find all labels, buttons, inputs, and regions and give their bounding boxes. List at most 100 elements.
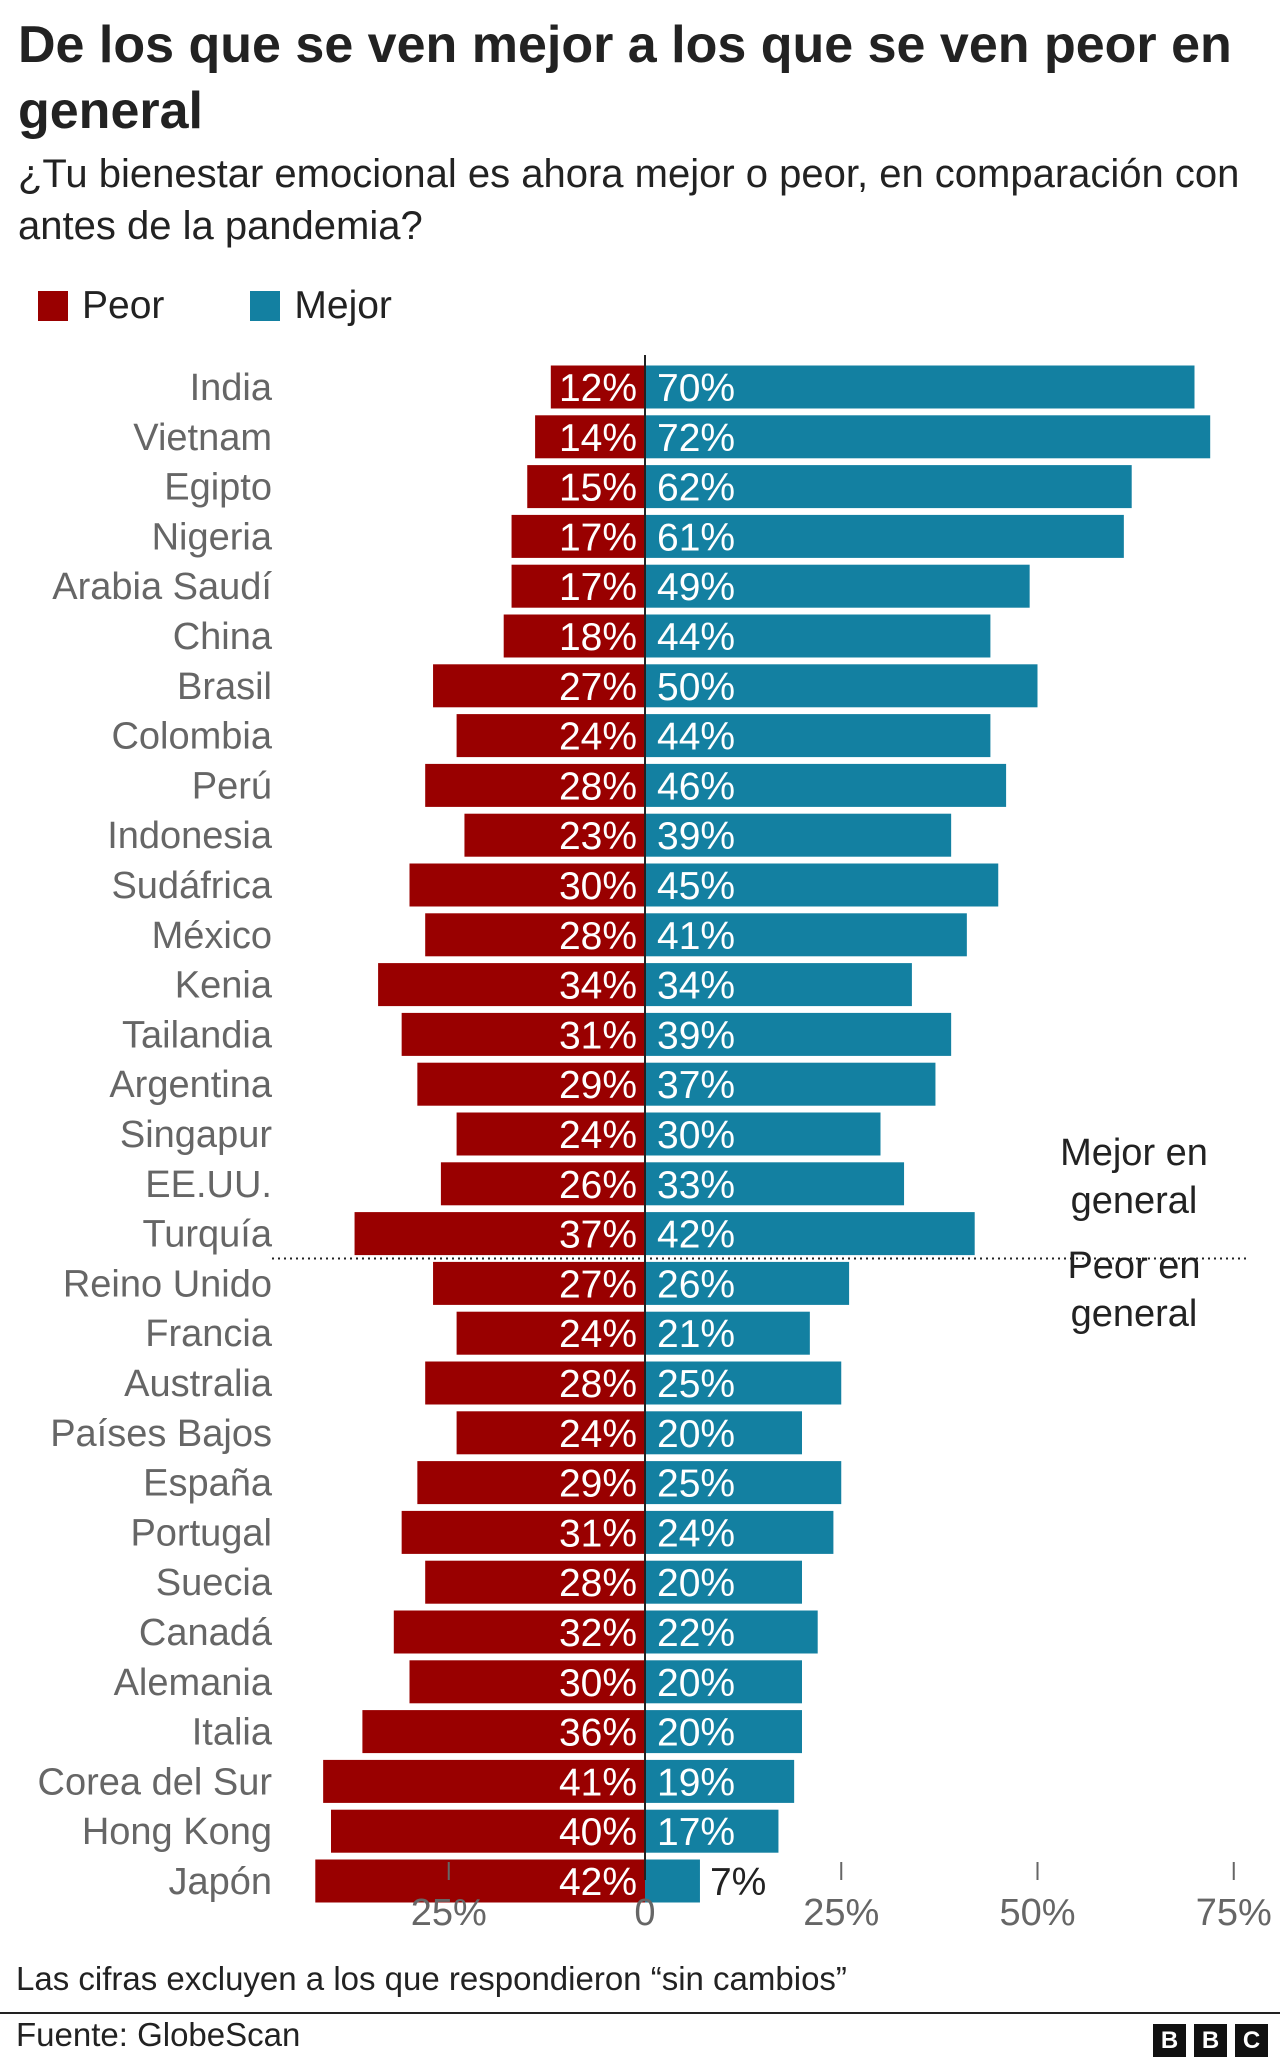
- data-label-mejor: 49%: [657, 566, 735, 609]
- bar-mejor: [645, 1859, 700, 1903]
- bar-peor: [409, 1660, 645, 1704]
- category-label: Alemania: [114, 1662, 273, 1704]
- bar-mejor: [645, 1710, 802, 1754]
- data-label-peor: 29%: [559, 1463, 637, 1506]
- category-label: Brasil: [177, 666, 272, 708]
- category-label: Hong Kong: [82, 1811, 272, 1853]
- data-label-mejor: 20%: [657, 1662, 735, 1705]
- x-tick-label: 0: [634, 1892, 655, 1934]
- bar-peor: [409, 863, 645, 907]
- legend-label-peor: Peor: [82, 284, 165, 327]
- data-label-peor: 27%: [559, 666, 637, 709]
- bar-mejor: [645, 365, 1195, 409]
- bar-mejor: [645, 1560, 802, 1604]
- bar-peor: [503, 614, 645, 658]
- bar-peor: [527, 465, 645, 509]
- data-label-mejor: 61%: [657, 516, 735, 559]
- bar-peor: [401, 1012, 645, 1056]
- data-label-peor: 30%: [559, 865, 637, 908]
- category-label: Australia: [124, 1363, 273, 1405]
- category-label: Tailandia: [122, 1014, 273, 1056]
- bar-mejor: [645, 1212, 975, 1256]
- bar-peor: [417, 1062, 645, 1106]
- bar-peor: [511, 564, 645, 608]
- category-label: Argentina: [109, 1064, 273, 1106]
- bar-mejor: [645, 1261, 850, 1305]
- bar-mejor: [645, 1411, 802, 1455]
- data-label-peor: 42%: [559, 1861, 637, 1904]
- bar-peor: [417, 1461, 645, 1505]
- category-label: Italia: [192, 1712, 273, 1754]
- bar-peor: [456, 1411, 645, 1455]
- data-label-mejor: 33%: [657, 1164, 735, 1207]
- bar-mejor: [645, 1759, 795, 1803]
- category-label: Nigeria: [152, 516, 273, 558]
- category-label: Singapur: [120, 1114, 272, 1156]
- bar-mejor: [645, 1510, 834, 1554]
- category-label: Suecia: [156, 1562, 273, 1604]
- x-tick-label: 25%: [803, 1892, 879, 1934]
- data-label-mejor: 25%: [657, 1363, 735, 1406]
- data-label-mejor: 46%: [657, 765, 735, 808]
- data-label-mejor: 39%: [657, 815, 735, 858]
- data-label-mejor: 44%: [657, 716, 735, 759]
- chart-note: Las cifras excluyen a los que respondier…: [16, 1960, 847, 1997]
- bar-peor: [440, 1162, 645, 1206]
- category-label: China: [173, 616, 273, 658]
- x-tick-label: 75%: [1196, 1892, 1272, 1934]
- data-label-peor: 26%: [559, 1164, 637, 1207]
- bar-peor: [425, 1361, 645, 1405]
- data-label-mejor: 34%: [657, 965, 735, 1008]
- data-label-peor: 17%: [559, 566, 637, 609]
- bar-mejor: [645, 1809, 779, 1853]
- bar-mejor: [645, 614, 991, 658]
- category-label: Arabia Saudí: [52, 566, 272, 608]
- bar-peor: [362, 1710, 645, 1754]
- data-label-peor: 28%: [559, 1562, 637, 1605]
- annotation-peor-en-general: general: [1071, 1293, 1198, 1335]
- footer-divider: [0, 2012, 1280, 2014]
- bar-mejor: [645, 1361, 842, 1405]
- annotation-mejor-en-general: general: [1071, 1180, 1198, 1222]
- data-label-peor: 40%: [559, 1811, 637, 1854]
- category-label: España: [143, 1463, 273, 1505]
- bar-mejor: [645, 1062, 936, 1106]
- data-label-peor: 28%: [559, 915, 637, 958]
- data-label-peor: 24%: [559, 1114, 637, 1157]
- bar-peor: [433, 1261, 645, 1305]
- data-label-peor: 24%: [559, 1413, 637, 1456]
- bar-mejor: [645, 1461, 842, 1505]
- data-label-mejor: 62%: [657, 467, 735, 510]
- category-label: México: [152, 915, 272, 957]
- bar-peor: [354, 1212, 645, 1256]
- bar-peor: [331, 1809, 645, 1853]
- legend-item-peor: Peor: [38, 284, 164, 328]
- data-label-mejor: 44%: [657, 616, 735, 659]
- data-label-peor: 24%: [559, 1313, 637, 1356]
- category-label: Corea del Sur: [38, 1761, 273, 1803]
- data-label-peor: 34%: [559, 965, 637, 1008]
- data-label-mejor: 20%: [657, 1562, 735, 1605]
- data-label-mejor: 26%: [657, 1263, 735, 1306]
- category-label: Indonesia: [107, 815, 273, 857]
- bar-peor: [378, 963, 645, 1007]
- category-label: Reino Unido: [63, 1263, 272, 1305]
- category-label: Kenia: [175, 965, 273, 1007]
- bar-peor: [323, 1759, 645, 1803]
- data-label-peor: 41%: [559, 1761, 637, 1804]
- data-label-mejor: 50%: [657, 666, 735, 709]
- bar-mejor: [645, 863, 999, 907]
- data-label-peor: 23%: [559, 815, 637, 858]
- bar-mejor: [645, 415, 1211, 459]
- bar-peor: [315, 1859, 645, 1903]
- bbc-logo-letter: C: [1235, 2024, 1268, 2057]
- chart-source: Fuente: GlobeScan: [16, 2016, 301, 2053]
- legend-item-mejor: Mejor: [250, 284, 392, 328]
- bbc-logo-letter: B: [1153, 2024, 1186, 2057]
- data-label-peor: 15%: [559, 467, 637, 510]
- data-label-peor: 14%: [559, 417, 637, 460]
- category-label: Egipto: [164, 467, 272, 509]
- data-label-peor: 28%: [559, 1363, 637, 1406]
- chart-subtitle: ¿Tu bienestar emocional es ahora mejor o…: [18, 152, 1240, 248]
- data-label-peor: 12%: [559, 367, 637, 410]
